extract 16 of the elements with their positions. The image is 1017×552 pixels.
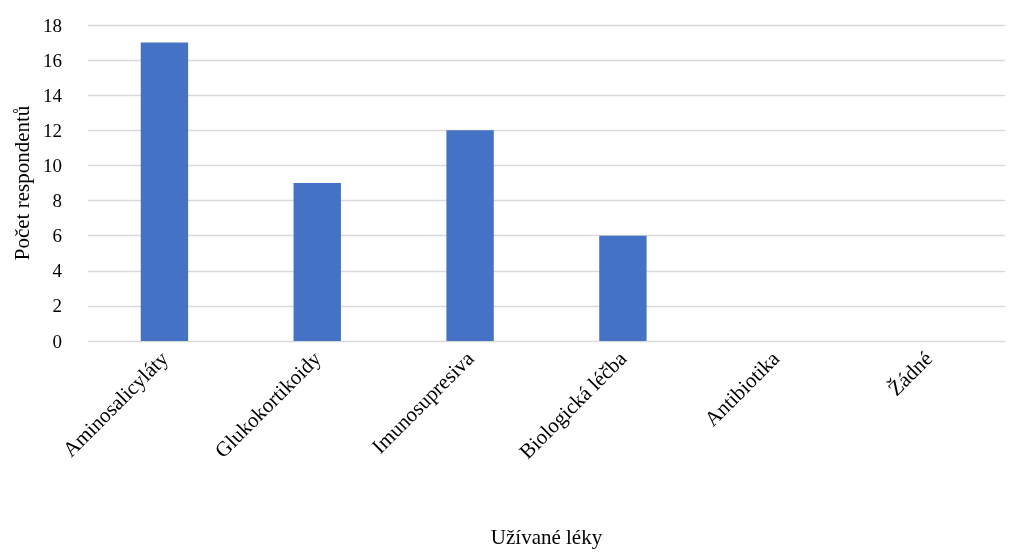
y-tick-label: 12: [43, 119, 62, 141]
y-tick-label: 14: [43, 84, 63, 106]
x-axis-title: Užívané léky: [490, 524, 603, 549]
y-tick-label: 6: [52, 225, 62, 247]
y-tick-label: 0: [52, 330, 62, 352]
bar: [599, 235, 647, 341]
y-tick-label: 18: [43, 14, 62, 36]
bar: [293, 183, 341, 341]
y-tick-label: 4: [52, 260, 63, 282]
y-axis-title: Počet respondentů: [9, 105, 34, 261]
y-tick-label: 10: [43, 154, 62, 176]
bar: [446, 130, 494, 341]
y-tick-label: 16: [43, 49, 62, 71]
bar: [140, 42, 189, 341]
y-tick-label: 8: [52, 190, 62, 212]
y-tick-label: 2: [52, 295, 62, 317]
